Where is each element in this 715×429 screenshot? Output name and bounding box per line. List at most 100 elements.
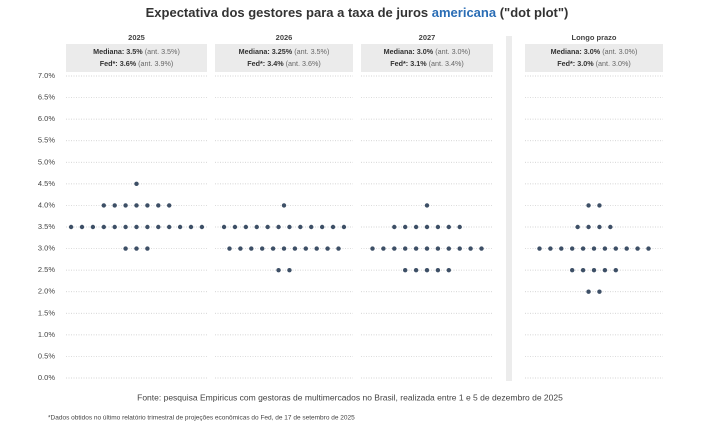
y-tick-label: 1.5% [38,308,55,317]
y-tick-label: 6.5% [38,93,55,102]
dot [156,224,161,230]
dot [79,224,85,230]
dot [608,224,613,230]
dot [624,246,629,251]
dot [537,246,542,251]
y-tick-label: 4.0% [38,200,55,209]
fed-previous: (ant. 3.4%) [429,59,464,68]
dot [101,203,107,208]
dot [134,181,139,187]
dot [330,224,336,230]
dot [597,224,602,230]
dot [232,224,238,230]
dot [287,267,292,273]
fed-value: Fed*: 3.1% [390,59,427,68]
median-previous: (ant. 3.5%) [145,47,180,56]
dot [292,246,298,251]
dot [309,224,314,230]
dot [112,203,117,208]
fed-value: Fed*: 3.6% [100,59,137,68]
dot [479,246,484,251]
fed-previous: (ant. 3.9%) [138,59,173,68]
y-tick-label: 7.0% [38,71,55,80]
dot [446,267,451,273]
fed-previous: (ant. 3.6%) [286,59,321,68]
dot [221,224,227,230]
y-tick-label: 5.5% [38,136,55,145]
y-tick-label: 4.5% [38,179,55,188]
dot [134,224,139,230]
dot [435,267,441,273]
panel-title: Longo prazo [572,33,617,42]
dot [570,246,575,251]
dot [413,246,419,251]
header-line: Mediana: 3.0% (ant. 3.0%) [384,47,471,56]
dot [281,203,287,208]
panel-header [215,44,353,72]
dot [586,289,591,294]
y-tick-label: 6.0% [38,114,55,123]
dot [177,224,183,230]
dot [392,224,397,230]
y-tick-label: 3.0% [38,244,55,253]
header-line: Mediana: 3.0% (ant. 3.0%) [551,47,638,56]
median-previous: (ant. 3.0%) [435,47,470,56]
dot [559,246,564,251]
dot [270,246,276,251]
fed-previous: (ant. 3.0%) [596,59,631,68]
median-value: Mediana: 3.5% [93,47,143,56]
panel-title: 2027 [419,33,436,42]
dot [287,224,292,230]
dot [325,246,330,251]
dot [145,246,150,251]
panel-header [525,44,663,72]
dot [90,224,96,230]
dot [254,224,259,230]
dot [101,224,107,230]
dot [403,246,408,251]
dot [199,224,205,230]
dot [112,224,117,230]
dot [646,246,651,251]
dot [591,267,597,273]
dot [167,203,172,208]
fed-value: Fed*: 3.4% [247,59,284,68]
header-line: Mediana: 3.5% (ant. 3.5%) [93,47,180,56]
title-text: ("dot plot") [500,5,569,20]
dot [597,289,602,294]
dot [548,246,553,251]
dot [156,203,161,208]
dot [586,203,591,208]
header-line: Fed*: 3.0% (ant. 3.0%) [557,59,631,68]
dot [381,246,386,251]
dot [413,224,419,230]
dot [591,246,597,251]
dot [243,224,249,230]
title-highlight: americana [432,5,497,20]
y-tick-label: 2.0% [38,287,55,296]
dot [123,203,128,208]
dot [314,246,319,251]
dot [413,267,419,273]
y-tick-label: 3.5% [38,222,55,231]
dot [403,224,408,230]
dot [597,203,602,208]
dot [341,224,347,230]
y-tick-label: 2.5% [38,265,55,274]
dot [276,224,281,230]
panel-header [66,44,207,72]
header-line: Fed*: 3.1% (ant. 3.4%) [390,59,464,68]
dot [319,224,325,230]
dot [188,224,194,230]
dot [446,246,451,251]
dot [145,224,150,230]
dot [303,246,308,251]
dot [68,224,74,230]
dot [602,246,608,251]
dot [276,267,281,273]
header-line: Fed*: 3.6% (ant. 3.9%) [100,59,174,68]
median-value: Mediana: 3.0% [384,47,434,56]
dot [613,246,618,251]
dot [424,224,430,230]
